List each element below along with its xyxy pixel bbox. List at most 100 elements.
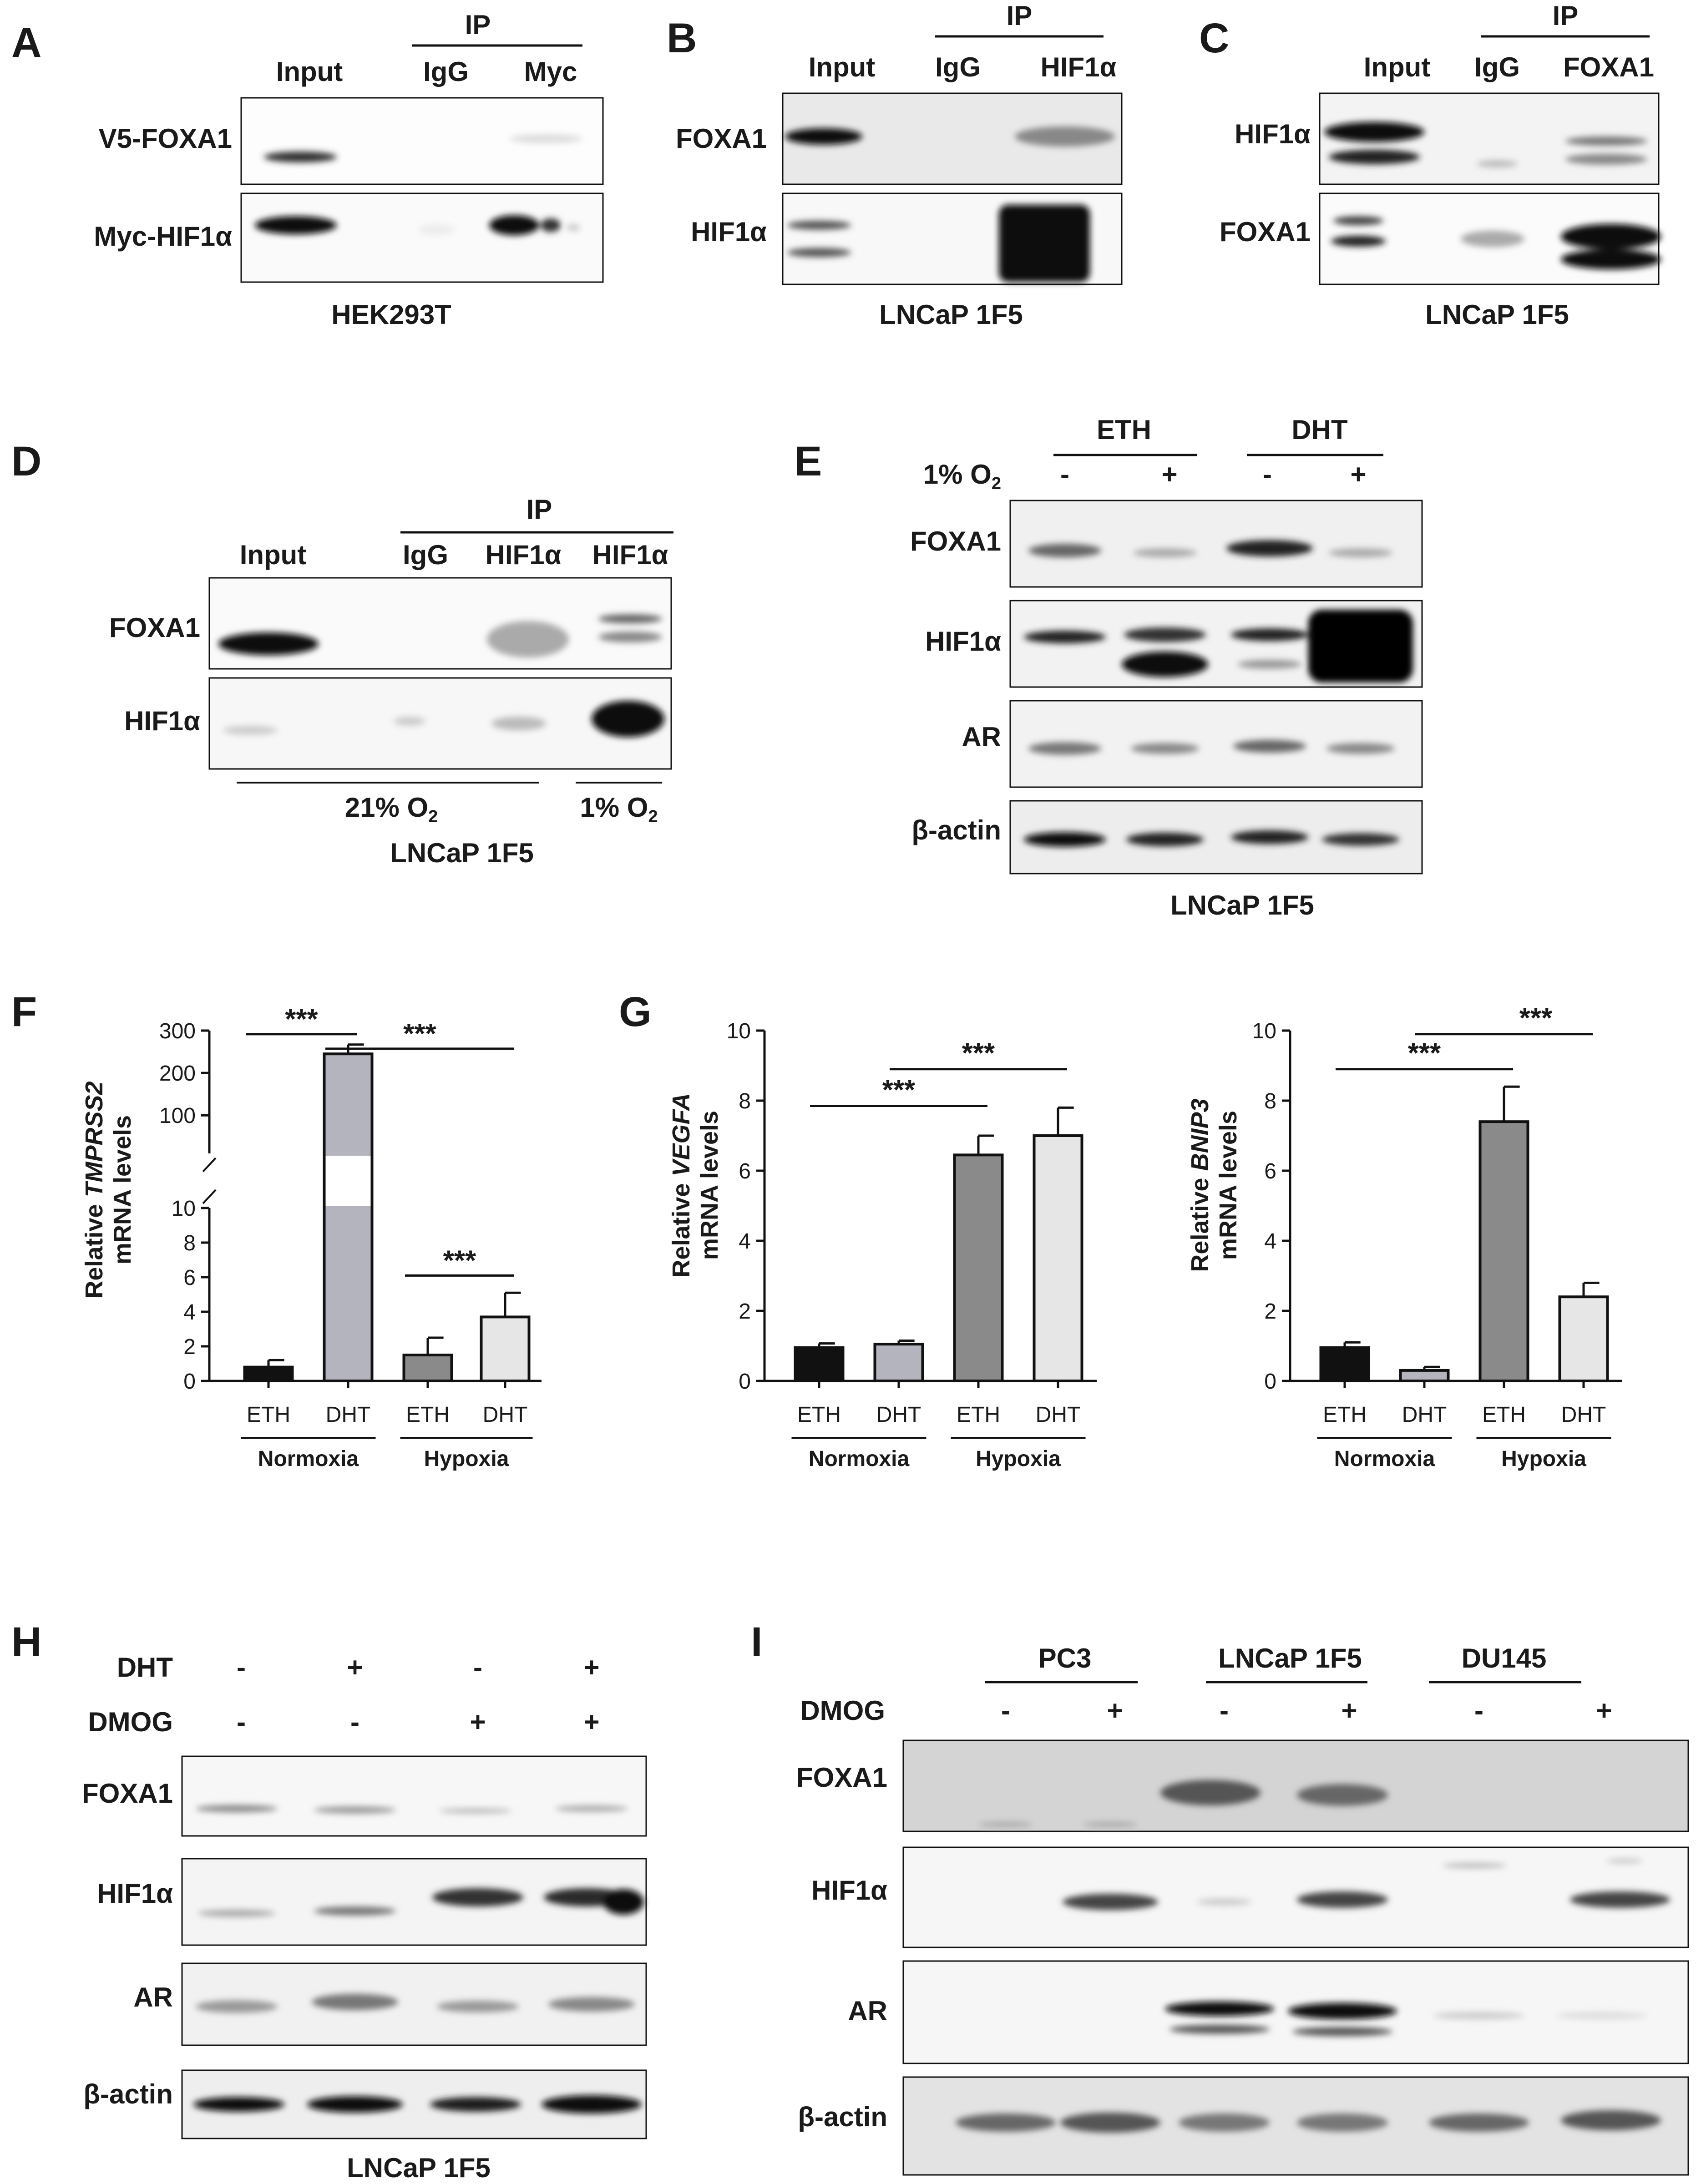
panel-c-lane-igg: IgG (1474, 52, 1520, 82)
panel-e-sign-3: - (1263, 459, 1272, 490)
panel-g2-ylabel: Relative BNIP3mRNA levels (1186, 1098, 1242, 1272)
panel-e-row-foxa1: FOXA1 (910, 526, 1001, 556)
panel-h-dmog-sign-4: + (583, 1707, 599, 1737)
panel-h-dht-sign-4: + (583, 1652, 599, 1683)
chart-f-xlabel: ETH (247, 1403, 290, 1427)
panel-a-lane-myc: Myc (524, 56, 577, 87)
panel-c-lane-input: Input (1364, 52, 1431, 82)
chart-f-axis-break (202, 1157, 217, 1173)
chart-g2-xlabel: DHT (1402, 1403, 1447, 1427)
chart-f-xlabel: DHT (326, 1403, 371, 1427)
chart-g1-bar (953, 1153, 1004, 1383)
panel-h-dht-sign-3: - (473, 1652, 482, 1683)
chart-g1-xlabel: ETH (797, 1403, 841, 1427)
panel-b-lane-hif1a: HIF1α (1041, 52, 1117, 82)
chart-g1-group-label: Hypoxia (976, 1447, 1061, 1471)
panel-b-cell-label: LNCaP 1F5 (879, 299, 1023, 330)
chart-f-group-label: Hypoxia (424, 1447, 509, 1471)
chart-g1-ytick-label: 10 (727, 1019, 751, 1043)
panel-b-ip-label: IP (1007, 0, 1033, 31)
chart-g2-bar (1319, 1346, 1370, 1383)
chart-g1-bar (1033, 1134, 1083, 1382)
panel-i-group-pc3: PC3 (1038, 1643, 1092, 1673)
panel-d-lane-input: Input (240, 540, 307, 570)
chart-g2-ytick-label: 8 (1264, 1089, 1276, 1113)
panel-i-group-du145: DU145 (1462, 1643, 1547, 1673)
panel-h-dmog-sign-2: - (350, 1707, 359, 1737)
panel-e-group-dht: DHT (1291, 415, 1347, 445)
panel-b-letter: B (667, 15, 697, 61)
panel-e-row-ar: AR (962, 722, 1001, 752)
chart-f-sig-label: *** (403, 1018, 436, 1050)
panel-f: F Relative TMPRSS2mRNA levels 0 2 4 6 8 10 100… (11, 989, 542, 1471)
chart-g1-xlabel: DHT (876, 1403, 921, 1427)
panel-e-blot-foxa1 (1009, 500, 1423, 588)
panel-i-row-foxa1: FOXA1 (796, 1762, 887, 1793)
chart-g2-group-label: Hypoxia (1501, 1447, 1586, 1471)
panel-h-dmog-sign-1: - (237, 1707, 246, 1737)
panel-a-row-mychif1a: Myc-HIF1α (94, 221, 232, 252)
chart-f-xlabel: DHT (483, 1403, 528, 1427)
panel-d: D IP Input IgG HIF1α HIF1α FOXA1 HIF1α 2… (11, 438, 673, 868)
panel-i-letter: I (751, 1619, 763, 1665)
panel-d-row-hif1a: HIF1α (124, 706, 200, 736)
panel-h-treat-dht: DHT (117, 1652, 173, 1683)
panel-c-row-hif1a: HIF1α (1235, 119, 1311, 149)
panel-i-sign-2: + (1107, 1695, 1123, 1726)
panel-a-lane-input: Input (276, 56, 343, 87)
panel-h-treat-dmog: DMOG (88, 1707, 173, 1737)
panel-i-treat-dmog: DMOG (800, 1695, 885, 1726)
panel-a-ip-label: IP (465, 10, 491, 40)
panel-i-sign-1: - (1001, 1695, 1010, 1726)
panel-f-ylabel: Relative TMPRSS2mRNA levels (81, 1081, 136, 1298)
chart-f-ytick-label: 300 (159, 1019, 196, 1043)
panel-i-blot-foxa1 (902, 1739, 1689, 1832)
panel-g1-ylabel: Relative VEGFAmRNA levels (668, 1093, 723, 1277)
panel-i-sign-4: + (1341, 1695, 1357, 1726)
panel-i-sign-3: - (1220, 1695, 1229, 1726)
panel-d-blot-foxa1 (208, 577, 672, 670)
panel-i-row-bactin: β-actin (798, 2102, 887, 2132)
chart-g1-ytick-label: 0 (739, 1370, 751, 1394)
chart-g2-sig-label: *** (1408, 1038, 1441, 1069)
panel-a-row-v5foxa1: V5-FOXA1 (99, 123, 232, 154)
chart-g1-group-label: Normoxia (809, 1447, 910, 1471)
chart-f-ytick-label: 2 (183, 1335, 196, 1359)
chart-g1-sig-label: *** (882, 1075, 916, 1106)
chart-f-ytick-label: 6 (183, 1266, 196, 1290)
panel-g-letter: G (619, 989, 652, 1035)
chart-g2-bar (1558, 1295, 1609, 1382)
chart-f-bar-break (325, 1156, 371, 1206)
panel-h-row-bactin: β-actin (83, 2079, 173, 2109)
chart-f-ytick-label: 4 (183, 1300, 196, 1325)
panel-e-letter: E (794, 438, 822, 485)
panel-d-cell-label: LNCaP 1F5 (390, 838, 534, 868)
chart-g2-ytick-label: 6 (1264, 1159, 1276, 1183)
chart-g2-ytick-label: 0 (1264, 1370, 1276, 1394)
panel-e-sign-1: - (1060, 459, 1069, 490)
panel-a: A IP Input IgG Myc V5-FOXA1 Myc-HIF1α HE… (11, 10, 604, 330)
chart-g2-group-label: Normoxia (1334, 1447, 1435, 1471)
panel-b-row-foxa1: FOXA1 (676, 123, 767, 154)
chart-f-ytick-label: 100 (159, 1104, 196, 1128)
panel-h-letter: H (11, 1619, 41, 1665)
panel-e-sign-4: + (1350, 459, 1366, 490)
panel-d-cond-normoxia: 21% O2 (345, 792, 438, 826)
panel-i: I PC3 LNCaP 1F5 DU145 DMOG - + - + - + F… (751, 1619, 1689, 2176)
panel-d-cond-hypoxia: 1% O2 (580, 792, 658, 826)
panel-d-lane-igg: IgG (403, 540, 448, 570)
chart-g2-bar (1478, 1120, 1529, 1382)
panel-h: H DHT DMOG - + - + - - + + FOXA1 HIF1α A… (11, 1619, 647, 2183)
panel-h-dmog-sign-3: + (470, 1707, 486, 1737)
panel-i-sign-6: + (1596, 1695, 1612, 1726)
panel-c-row-foxa1: FOXA1 (1220, 217, 1311, 247)
panel-c-ip-label: IP (1553, 0, 1579, 31)
panel-c-letter: C (1199, 15, 1229, 61)
panel-c: C IP Input IgG FOXA1 HIF1α FOXA1 LNCaP 1… (1199, 0, 1661, 330)
panel-e-group-eth: ETH (1097, 415, 1151, 445)
chart-f-ytick-label: 200 (159, 1062, 196, 1086)
chart-f-bar (323, 1052, 374, 1382)
chart-g1-ytick-label: 4 (739, 1229, 751, 1254)
panel-c-lane-foxa1: FOXA1 (1563, 52, 1654, 82)
